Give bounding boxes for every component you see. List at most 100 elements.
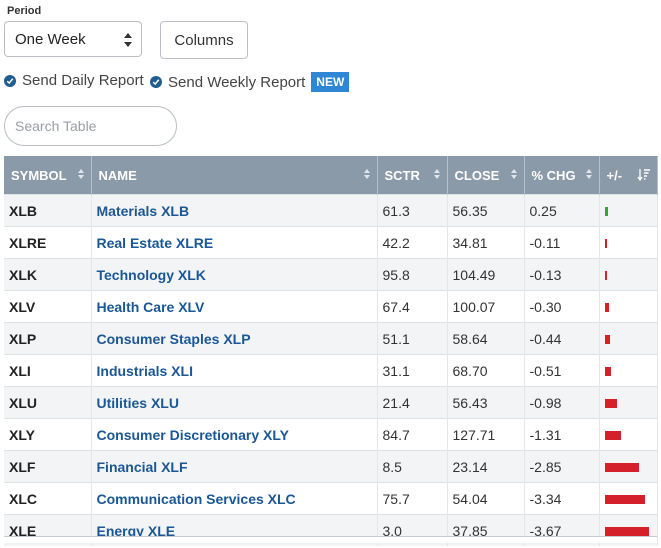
name-link[interactable]: Industrials XLI [91,354,378,387]
sctr-cell: 31.1 [377,354,448,387]
name-link[interactable]: Health Care XLV [91,290,378,323]
pct-chg-cell: -0.11 [524,226,600,259]
pct-chg-cell: -3.34 [524,482,600,515]
change-bar [604,303,609,313]
table-row[interactable]: XLP Consumer Staples XLP 51.1 58.64 -0.44 [4,322,658,355]
pct-chg-cell: 0.25 [524,194,600,227]
change-bar-cell [599,450,658,483]
change-bar-cell [599,322,658,355]
table-row[interactable]: XLU Utilities XLU 21.4 56.43 -0.98 [4,386,658,419]
change-bar-cell [599,482,658,515]
sctr-cell: 75.7 [377,482,448,515]
sctr-cell: 51.1 [377,322,448,355]
change-bar [604,367,611,377]
change-bar [604,335,610,345]
table-row[interactable]: XLY Consumer Discretionary XLY 84.7 127.71-… [4,418,658,451]
header-name[interactable]: NAME [91,156,378,195]
table-row[interactable]: XLB Materials XLB 61.3 56.35 0.25 [4,194,658,227]
send-daily-report-option[interactable]: Send Daily Report [4,72,144,89]
pct-chg-cell: -0.44 [524,322,600,355]
table-row[interactable]: XLK Technology XLK 95.8 104.49 -0.13 [4,258,658,291]
symbol-cell: XLB [4,194,92,227]
table-bottom-rule [4,536,657,543]
change-bar [604,527,649,537]
close-cell: 23.14 [447,450,525,483]
change-bar-cell [599,354,658,387]
symbol-cell: XLI [4,354,92,387]
symbol-cell: XLC [4,482,92,515]
table-row[interactable]: XLRE Real Estate XLRE 42.2 34.81 -0.11 [4,226,658,259]
symbol-cell: XLV [4,290,92,323]
pct-chg-cell: -2.85 [524,450,600,483]
sctr-cell: 42.2 [377,226,448,259]
name-link[interactable]: Materials XLB [91,194,378,227]
change-bar [604,207,608,217]
close-cell: 56.35 [447,194,525,227]
symbol-cell: XLRE [4,226,92,259]
pct-chg-cell: -0.13 [524,258,600,291]
send-weekly-report-option[interactable]: Send Weekly Report NEW [150,72,350,92]
sctr-cell: 67.4 [377,290,448,323]
header-symbol[interactable]: SYMBOL [4,156,92,195]
name-link[interactable]: Technology XLK [91,258,378,291]
close-cell: 56.43 [447,386,525,419]
name-link[interactable]: Communication Services XLC [91,482,378,515]
pct-chg-cell: -0.30 [524,290,600,323]
weekly-report-label: Send Weekly Report [168,73,306,91]
change-bar [604,399,617,409]
change-bar-cell [599,290,658,323]
name-link[interactable]: Real Estate XLRE [91,226,378,259]
daily-report-label: Send Daily Report [22,72,144,89]
sort-arrows-icon [510,169,517,179]
sort-arrows-icon [363,169,370,179]
symbol-cell: XLP [4,322,92,355]
sctr-cell: 84.7 [377,418,448,451]
change-bar-cell [599,258,658,291]
period-select[interactable]: One Week [4,21,142,57]
close-cell: 54.04 [447,482,525,515]
change-bar [604,463,639,473]
table-row[interactable]: XLF Financial XLF 8.5 23.14 -2.85 [4,450,658,483]
close-cell: 104.49 [447,258,525,291]
pct-chg-cell: -1.31 [524,418,600,451]
sctr-cell: 61.3 [377,194,448,227]
symbol-cell: XLF [4,450,92,483]
change-bar [604,271,607,281]
name-link[interactable]: Consumer Staples XLP [91,322,378,355]
period-select-value: One Week [15,30,86,48]
sctr-cell: 95.8 [377,258,448,291]
close-cell: 127.71 [447,418,525,451]
sctr-cell: 21.4 [377,386,448,419]
symbol-cell: XLK [4,258,92,291]
change-bar [604,431,621,441]
name-link[interactable]: Financial XLF [91,450,378,483]
symbol-cell: XLU [4,386,92,419]
header-pct-chg[interactable]: % CHG [524,156,600,195]
change-bar-cell [599,226,658,259]
check-circle-icon [4,74,16,87]
select-arrows-icon [124,33,132,47]
table-row[interactable]: XLI Industrials XLI 31.1 68.70 -0.51 [4,354,658,387]
symbol-cell: XLY [4,418,92,451]
change-bar-cell [599,386,658,419]
close-cell: 100.07 [447,290,525,323]
pct-chg-cell: -0.51 [524,354,600,387]
header-plus-minus[interactable]: +/- [599,156,658,195]
sort-arrows-icon [585,169,592,179]
header-close[interactable]: CLOSE [447,156,525,195]
table-row[interactable]: XLC Communication Services XLC 75.7 54.04 -3… [4,482,658,515]
change-bar [604,239,607,249]
header-sctr[interactable]: SCTR [377,156,448,195]
table-row[interactable]: XLV Health Care XLV 67.4 100.07 -0.30 [4,290,658,323]
name-link[interactable]: Utilities XLU [91,386,378,419]
search-input[interactable] [4,106,177,146]
check-circle-icon [150,76,162,88]
columns-button[interactable]: Columns [160,21,248,59]
sector-table: SYMBOL NAME SCTR CLOSE % CHG +/- XLB Mate… [4,156,658,546]
close-cell: 58.64 [447,322,525,355]
name-link[interactable]: Consumer Discretionary XLY [91,418,378,451]
close-cell: 34.81 [447,226,525,259]
pct-chg-cell: -0.98 [524,386,600,419]
new-badge: NEW [311,72,350,92]
period-label: Period [7,5,42,17]
